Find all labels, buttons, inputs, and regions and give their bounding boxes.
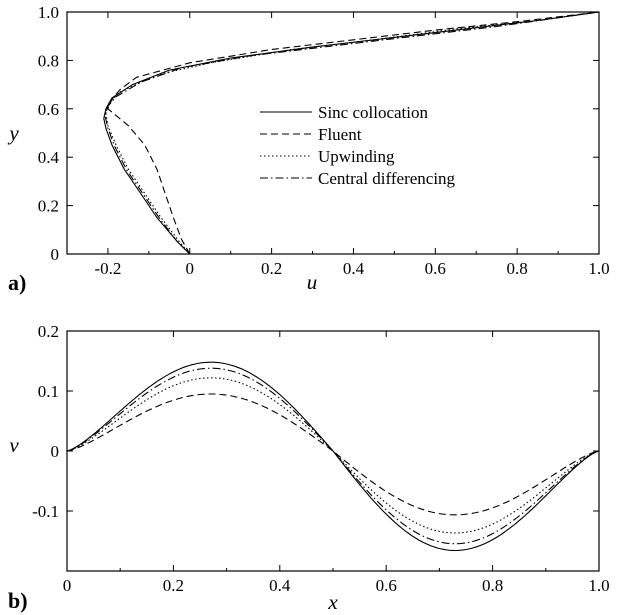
- y-tick-label: 1.0: [38, 3, 59, 22]
- panel-a: -0.2 0 0.2 0.4 0.6 0.8 1.0 0 0.2 0.4 0.6 0.8 1.0 u y…: [7, 3, 609, 295]
- legend-label: Sinc collocation: [318, 103, 429, 122]
- y-tick-label: 0.1: [38, 382, 59, 401]
- series-upwinding: [105, 11, 600, 255]
- legend-label: Upwinding: [318, 147, 395, 166]
- x-tick-label: 0.4: [269, 576, 291, 595]
- y-tick-label: 0.2: [38, 322, 59, 341]
- x-tick-label: 0.4: [343, 259, 365, 278]
- x-tick-label: 0.6: [376, 576, 397, 595]
- legend-label: Fluent: [318, 125, 362, 144]
- panel-b-label: b): [8, 588, 28, 613]
- y-tick-label: 0: [51, 245, 60, 264]
- y-tick-label: 0.6: [38, 100, 59, 119]
- panel-a-ticks: -0.2 0 0.2 0.4 0.6 0.8 1.0 0 0.2 0.4 0.6 0.8 1.0: [38, 3, 610, 278]
- y-tick-label: 0: [51, 442, 60, 461]
- x-tick-label: 0.2: [261, 259, 282, 278]
- x-tick-label: 1.0: [588, 259, 609, 278]
- panel-b-xlabel: x: [327, 590, 338, 614]
- legend: Sinc collocation Fluent Upwinding Central d…: [260, 103, 456, 188]
- y-tick-label: 0.8: [38, 51, 59, 70]
- panel-a-frame: [66, 11, 600, 255]
- series-central-differencing: [104, 11, 600, 255]
- x-tick-label: 0.2: [163, 576, 184, 595]
- series-upwinding: [66, 377, 600, 534]
- panel-a-xlabel: u: [307, 270, 318, 294]
- series-sinc-collocation: [66, 361, 600, 552]
- series-fluent: [66, 393, 600, 516]
- panel-b-curves: [66, 361, 600, 552]
- x-tick-label: 0.8: [507, 259, 528, 278]
- panel-b-ylabel: v: [9, 433, 19, 457]
- panel-a-curves: [103, 11, 600, 255]
- panel-a-label: a): [8, 270, 26, 295]
- x-tick-label: -0.2: [94, 259, 121, 278]
- series-central-differencing: [66, 367, 600, 545]
- y-tick-label: -0.1: [32, 502, 59, 521]
- legend-label: Central differencing: [318, 169, 456, 188]
- x-tick-label: 1.0: [588, 576, 609, 595]
- panel-b: 0 0.2 0.4 0.6 0.8 1.0 0.2 0.1 0 -0.1 x v b): [8, 322, 610, 614]
- y-tick-label: 0.4: [38, 148, 60, 167]
- y-tick-label: 0.2: [38, 197, 59, 216]
- x-tick-label: 0.8: [482, 576, 503, 595]
- x-tick-label: 0: [186, 259, 195, 278]
- x-tick-label: 0: [63, 576, 72, 595]
- panel-b-ticks: 0 0.2 0.4 0.6 0.8 1.0 0.2 0.1 0 -0.1: [32, 322, 610, 595]
- x-tick-label: 0.6: [425, 259, 446, 278]
- panel-a-ylabel: y: [7, 121, 19, 145]
- series-fluent: [107, 11, 600, 255]
